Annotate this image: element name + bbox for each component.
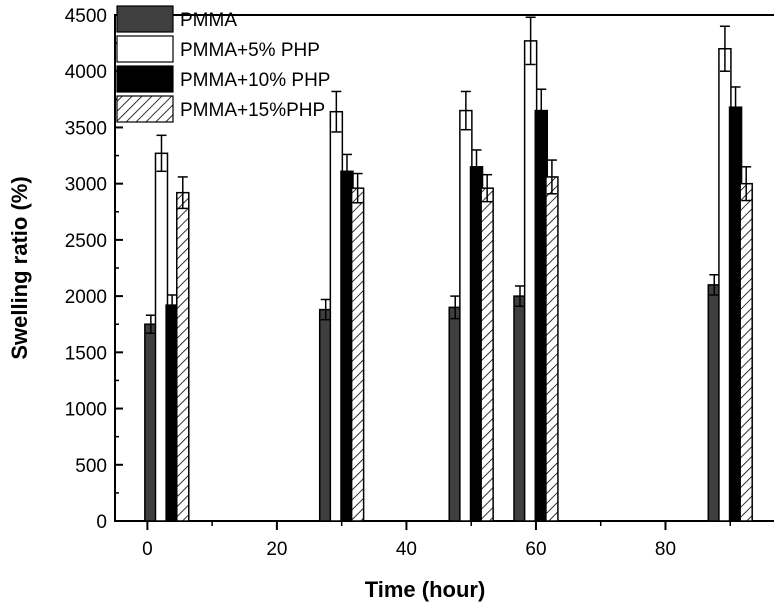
y-tick-label: 1500 (65, 343, 107, 364)
y-tick-label: 0 (96, 512, 107, 533)
legend-label: PMMA+5% PHP (180, 40, 320, 61)
y-axis-title: Swelling ratio (%) (7, 176, 32, 359)
legend-label: PMMA (180, 10, 237, 31)
legend-swatch (116, 35, 174, 63)
legend-swatch (116, 5, 174, 33)
y-tick-label: 1000 (65, 400, 107, 421)
x-tick-label: 80 (655, 539, 676, 560)
x-tick-label: 20 (266, 539, 287, 560)
axes-layer: 0 500 1000 1500 2000 2500 3000 3500 4000 4500 0 20 4… (65, 6, 731, 560)
x-tick-label: 60 (525, 539, 546, 560)
y-tick-label: 500 (75, 456, 107, 477)
legend-label: PMMA+10% PHP (180, 70, 330, 91)
y-tick-label: 4500 (65, 6, 107, 27)
y-tick-label: 4000 (65, 62, 107, 83)
bar (350, 187, 365, 522)
y-tick-label: 2000 (65, 287, 107, 308)
x-axis-title: Time (hour) (365, 577, 486, 602)
bars-layer (144, 16, 753, 522)
x-tick-label: 0 (142, 539, 153, 560)
bar (739, 182, 753, 522)
legend: PMMA PMMA+5% PHP PMMA+10% PHP PMMA+15%PHP (116, 5, 330, 123)
legend-swatch (116, 95, 174, 123)
y-tick-label: 3000 (65, 175, 107, 196)
y-tick-label: 2500 (65, 231, 107, 252)
bar (480, 187, 494, 522)
x-tick-label: 40 (396, 539, 417, 560)
legend-label: PMMA+15%PHP (180, 100, 325, 121)
bar (545, 176, 559, 522)
y-tick-label: 3500 (65, 118, 107, 139)
legend-swatch (116, 65, 174, 93)
bar (176, 191, 190, 522)
